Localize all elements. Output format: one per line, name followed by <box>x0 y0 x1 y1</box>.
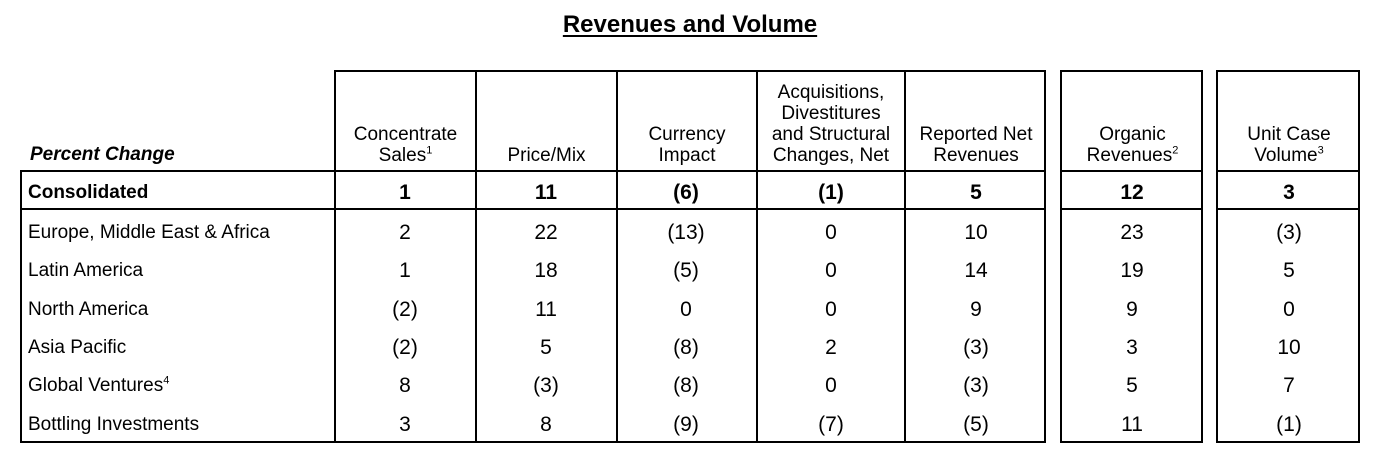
consolidated-bottom-border <box>20 208 1046 210</box>
organic-consolidated-bottom <box>1060 208 1203 210</box>
organic-header-bottom <box>1060 170 1203 172</box>
row-label: Global Ventures4 <box>28 374 170 396</box>
main-box-top-border <box>334 70 1046 72</box>
table-cell: 0 <box>825 374 837 397</box>
row-label: Bottling Investments <box>28 414 200 435</box>
table-cell: 5 <box>1126 374 1138 397</box>
header-currency-impact: Currency Impact <box>648 124 726 166</box>
table-cell: 0 <box>1283 298 1295 321</box>
left-table-border <box>20 170 22 443</box>
table-cell: 1 <box>399 181 411 204</box>
table-cell: 22 <box>534 221 558 244</box>
table-cell: 10 <box>1277 336 1301 359</box>
table-cell: 19 <box>1120 259 1144 282</box>
table-cell: 14 <box>964 259 988 282</box>
table-cell: 11 <box>1121 413 1143 436</box>
table-cell: 1 <box>399 259 411 282</box>
table-title: Revenues and Volume <box>562 11 818 38</box>
table-cell: 5 <box>1283 259 1295 282</box>
col-divider-5 <box>904 70 906 443</box>
percent-change-header: Percent Change <box>30 144 175 165</box>
table-cell: (13) <box>667 221 705 244</box>
header-reported-net-revenues: Reported Net Revenues <box>919 124 1033 166</box>
table-cell: 8 <box>399 374 411 397</box>
header-concentrate-sales: Concentrate Sales1 <box>353 124 458 166</box>
table-cell: 2 <box>825 336 837 359</box>
table-cell: 2 <box>399 221 411 244</box>
table-cell: 9 <box>1126 298 1138 321</box>
table-cell: 0 <box>825 221 837 244</box>
footnote-marker: 2 <box>1172 144 1179 157</box>
table-cell: (3) <box>963 374 989 397</box>
table-cell: 18 <box>534 259 558 282</box>
table-cell: 5 <box>540 336 552 359</box>
table-cell: 23 <box>1120 221 1144 244</box>
header-bottom-border <box>20 170 1046 172</box>
table-cell: (1) <box>818 181 844 204</box>
table-cell: 5 <box>970 181 982 204</box>
table-cell: (5) <box>673 259 699 282</box>
table-cell: (7) <box>818 413 844 436</box>
table-cell: 11 <box>535 298 557 321</box>
table-cell: (3) <box>963 336 989 359</box>
col-divider-2 <box>475 70 477 443</box>
table-cell: (3) <box>1276 221 1302 244</box>
table-cell: 11 <box>534 181 558 204</box>
table-cell: (9) <box>673 413 699 436</box>
row-label: Latin America <box>28 260 144 281</box>
table-cell: 7 <box>1283 374 1295 397</box>
row-label: Consolidated <box>28 182 149 203</box>
table-cell: 8 <box>540 413 552 436</box>
header-price-mix: Price/Mix <box>507 145 586 166</box>
table-cell: 3 <box>1126 336 1138 359</box>
header-organic-revenues: Organic Revenues2 <box>1086 124 1179 166</box>
table-cell: 0 <box>825 298 837 321</box>
footnote-marker: 3 <box>1317 144 1324 157</box>
header-acquisitions: Acquisitions, Divestitures and Structura… <box>771 82 891 166</box>
volume-consolidated-bottom <box>1216 208 1360 210</box>
table-cell: 12 <box>1120 181 1144 204</box>
organic-revenues-box <box>1060 70 1203 443</box>
row-label: North America <box>28 299 149 320</box>
col-divider-1 <box>334 70 336 443</box>
footnote-marker: 4 <box>163 374 170 387</box>
volume-header-bottom <box>1216 170 1360 172</box>
table-cell: 9 <box>970 298 982 321</box>
col-divider-3 <box>616 70 618 443</box>
table-cell: 3 <box>399 413 411 436</box>
table-cell: (6) <box>673 181 699 204</box>
table-cell: (5) <box>963 413 989 436</box>
table-cell: (1) <box>1276 413 1302 436</box>
table-cell: 0 <box>825 259 837 282</box>
col-divider-4 <box>756 70 758 443</box>
table-cell: (2) <box>392 298 418 321</box>
header-unit-case-volume: Unit Case Volume3 <box>1247 124 1331 166</box>
table-cell: (2) <box>392 336 418 359</box>
table-cell: 3 <box>1283 181 1295 204</box>
table-cell: (3) <box>533 374 559 397</box>
table-cell: 10 <box>964 221 988 244</box>
row-label: Asia Pacific <box>28 337 127 358</box>
table-cell: (8) <box>673 336 699 359</box>
col-divider-6 <box>1044 70 1046 443</box>
table-bottom-border <box>20 441 1046 443</box>
footnote-marker: 1 <box>426 144 433 157</box>
row-label: Europe, Middle East & Africa <box>28 222 270 243</box>
table-cell: 0 <box>680 298 692 321</box>
table-cell: (8) <box>673 374 699 397</box>
unit-case-volume-box <box>1216 70 1360 443</box>
